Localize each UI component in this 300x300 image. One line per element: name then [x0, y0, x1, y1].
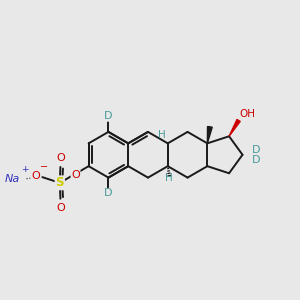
Text: +: +	[21, 165, 29, 174]
Text: O: O	[31, 171, 40, 181]
Text: O: O	[71, 170, 80, 180]
Text: H: H	[166, 173, 173, 183]
Text: O: O	[56, 202, 65, 212]
Text: D: D	[251, 145, 260, 155]
Text: −: −	[40, 162, 48, 172]
Polygon shape	[207, 127, 212, 143]
Text: Na: Na	[4, 174, 20, 184]
Text: S: S	[56, 176, 64, 189]
Polygon shape	[229, 119, 240, 136]
Text: O: O	[56, 153, 65, 163]
Text: D: D	[104, 188, 113, 198]
Text: D: D	[251, 155, 260, 166]
Text: OH: OH	[240, 109, 256, 119]
Text: H: H	[158, 130, 166, 140]
Text: D: D	[104, 111, 113, 121]
